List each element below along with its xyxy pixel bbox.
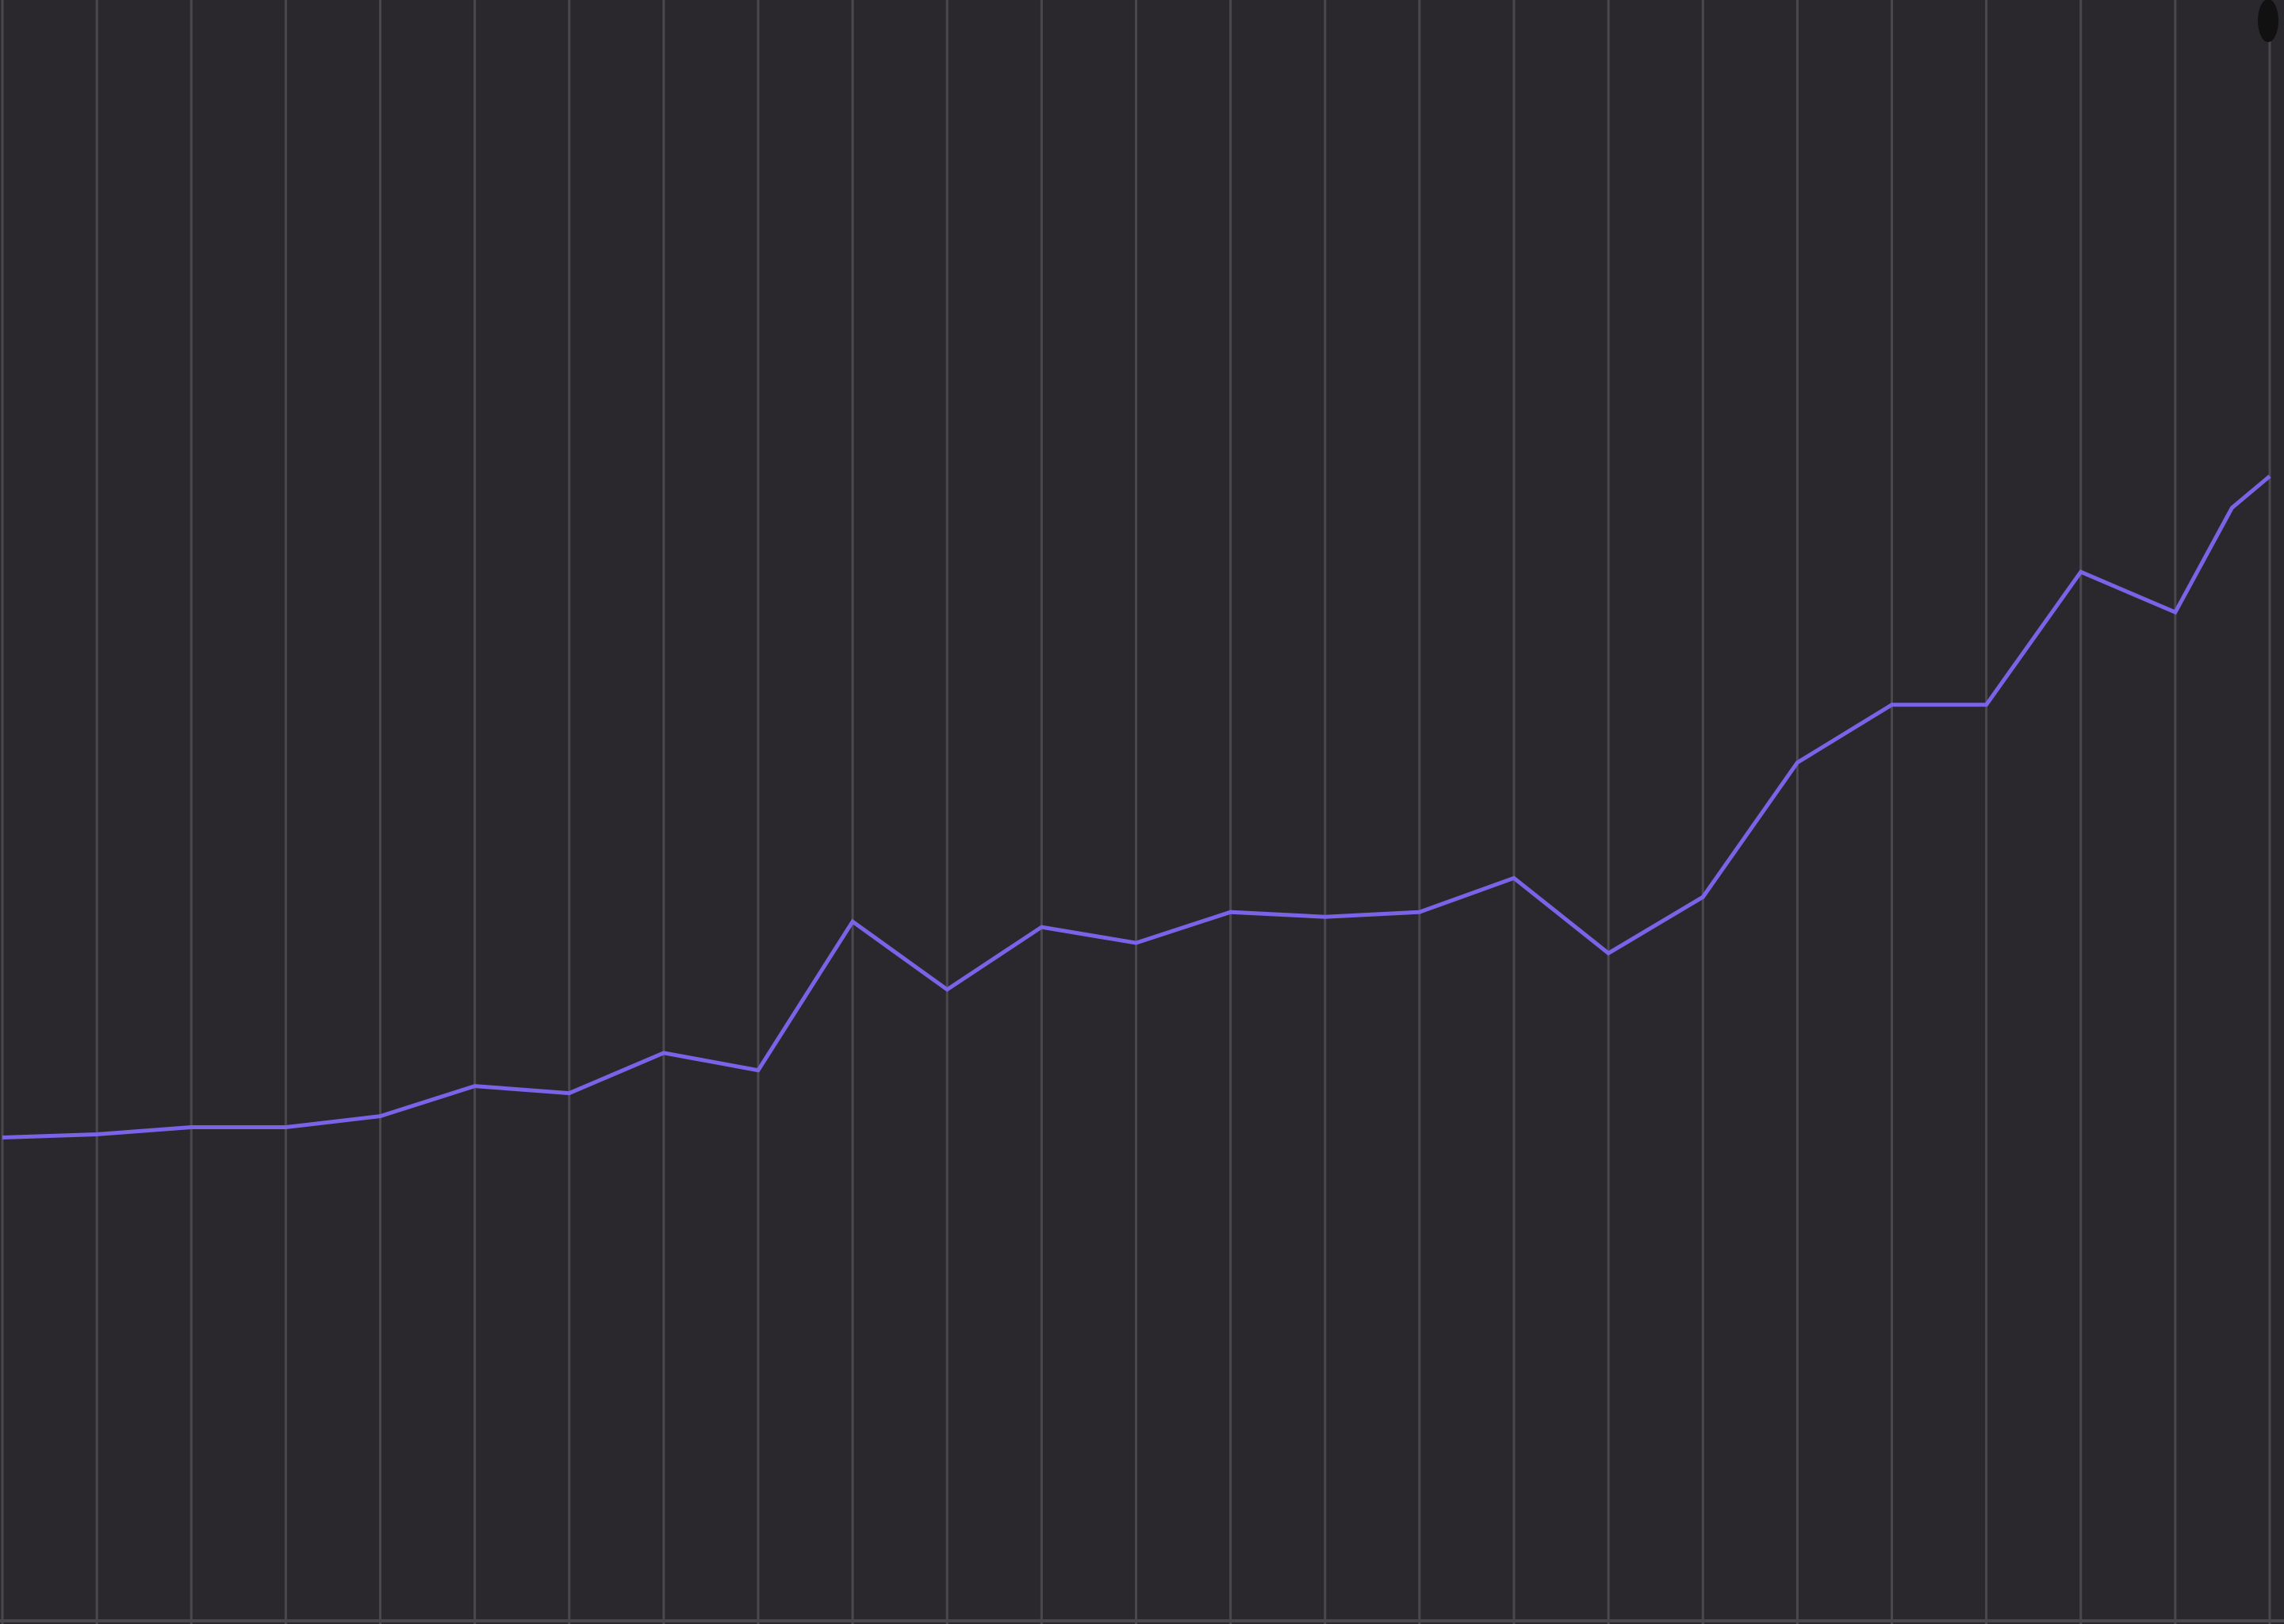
series-layer	[2, 474, 2271, 1139]
marker-layer	[2258, 0, 2278, 42]
series-line-1	[2, 474, 2271, 1139]
top-right-handle-marker[interactable]	[2258, 0, 2278, 42]
